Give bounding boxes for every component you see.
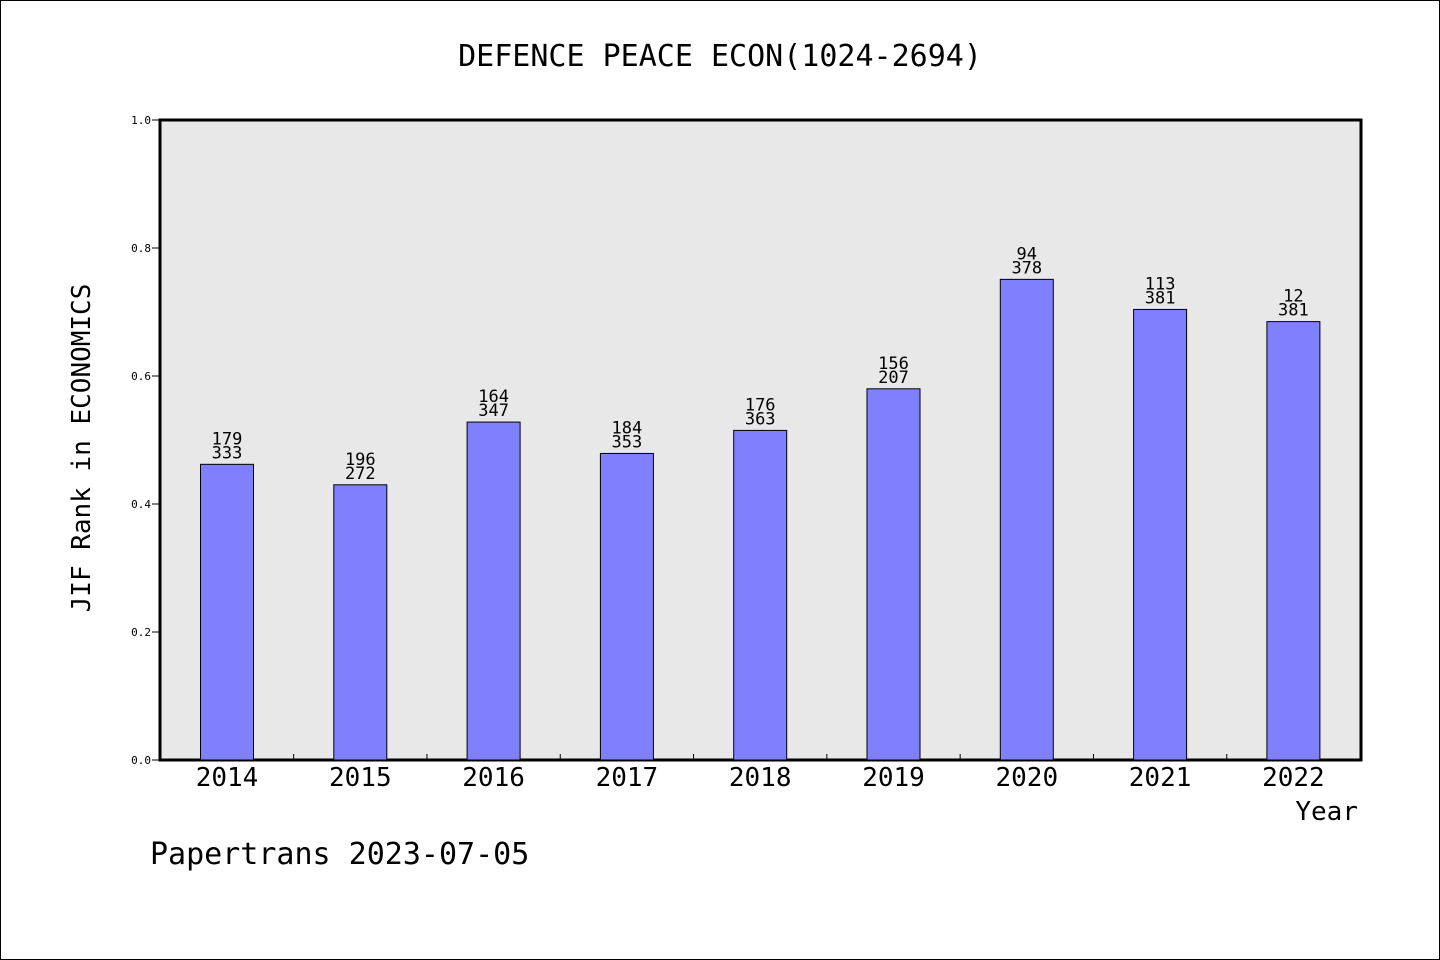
bar-2022 xyxy=(1266,321,1321,761)
x-tick-label-2015: 2015 xyxy=(329,763,392,793)
bar-2018 xyxy=(733,429,788,761)
data-label-rank-2017: 184 xyxy=(612,418,643,438)
y-tick-label-0.0: 0.0 xyxy=(131,754,151,767)
data-label-rank-2018: 176 xyxy=(745,395,776,415)
data-label-total-2018: 363 xyxy=(745,409,776,429)
data-label-rank-2016: 164 xyxy=(478,387,509,407)
data-label-rank-2021: 113 xyxy=(1145,274,1176,294)
bars-group xyxy=(200,278,1321,761)
data-label-total-2014: 333 xyxy=(212,443,243,463)
data-label-total-2022: 381 xyxy=(1278,301,1309,321)
x-axis-label: Year xyxy=(1295,797,1358,827)
y-tick-label-0.2: 0.2 xyxy=(131,626,151,639)
x-tick-label-2019: 2019 xyxy=(862,763,925,793)
data-label-total-2017: 353 xyxy=(612,432,643,452)
x-tick-label-2020: 2020 xyxy=(995,763,1058,793)
y-tick-label-0.8: 0.8 xyxy=(131,242,151,255)
y-tick-label-0.6: 0.6 xyxy=(131,370,151,383)
data-label-rank-2015: 196 xyxy=(345,450,376,470)
data-label-rank-2019: 156 xyxy=(878,354,909,374)
data-label-total-2015: 272 xyxy=(345,464,376,484)
bar-2014 xyxy=(200,463,254,761)
data-label-rank-2022: 12 xyxy=(1283,287,1303,307)
data-label-total-2016: 347 xyxy=(478,401,509,421)
bar-2019 xyxy=(866,388,921,761)
x-tick-label-2021: 2021 xyxy=(1129,763,1192,793)
bar-2017 xyxy=(599,452,654,761)
data-label-total-2019: 207 xyxy=(878,368,909,388)
x-axis: 2014 2015 2016 2017 2018 2019 2020 2021 2022 xyxy=(196,754,1325,793)
bar-2016 xyxy=(466,421,521,761)
bar-2020 xyxy=(999,278,1054,761)
data-label-rank-2020: 94 xyxy=(1017,244,1037,264)
bar-2015 xyxy=(333,484,388,761)
y-axis-label: JIF Rank in ECONOMICS xyxy=(67,284,97,613)
x-tick-label-2022: 2022 xyxy=(1262,763,1325,793)
data-label-total-2021: 381 xyxy=(1145,288,1176,308)
x-tick-label-2018: 2018 xyxy=(729,763,792,793)
y-tick-label-0.4: 0.4 xyxy=(131,498,151,511)
data-label-total-2020: 378 xyxy=(1011,258,1042,278)
bar-2021 xyxy=(1133,308,1188,761)
y-axis: 0.0 0.2 0.4 0.6 0.8 1.0 xyxy=(131,114,160,767)
chart-title: DEFENCE PEACE ECON(1024-2694) xyxy=(458,39,982,74)
x-tick-label-2016: 2016 xyxy=(462,763,525,793)
x-tick-label-2014: 2014 xyxy=(196,763,259,793)
data-label-rank-2014: 179 xyxy=(212,429,243,449)
footer-credit: Papertrans 2023-07-05 xyxy=(150,837,529,872)
y-tick-label-1.0: 1.0 xyxy=(131,114,151,127)
x-tick-label-2017: 2017 xyxy=(596,763,659,793)
